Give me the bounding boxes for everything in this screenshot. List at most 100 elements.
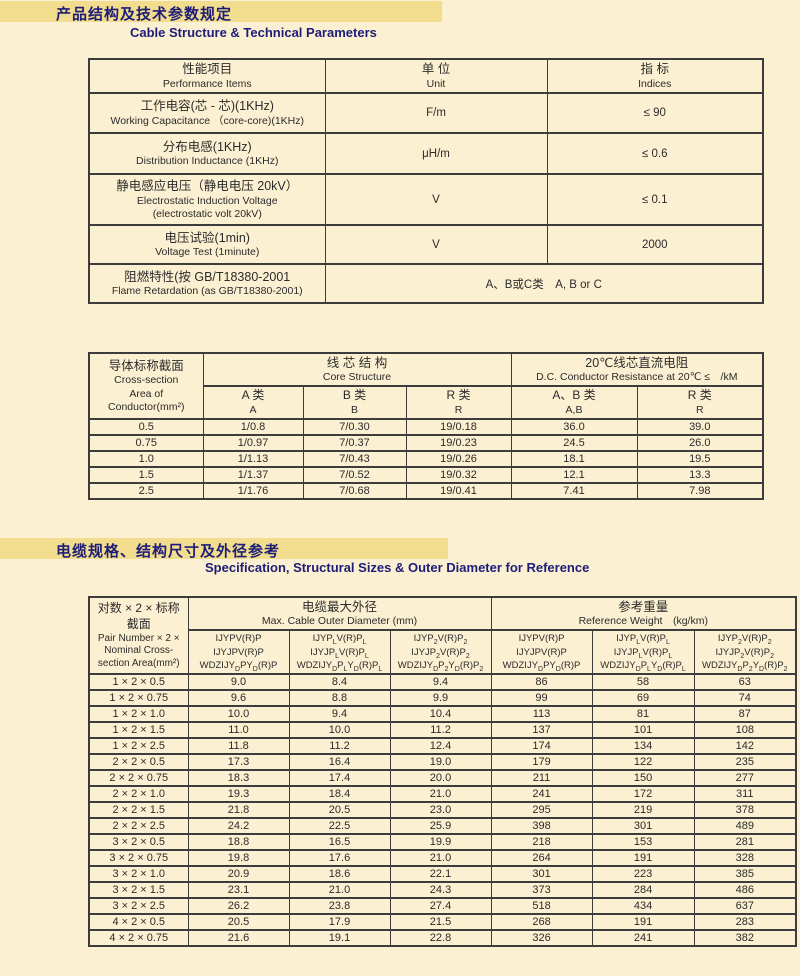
class-ab-resistance-header: A、B 类 A,B <box>510 385 638 421</box>
data-cell: 174 <box>490 737 593 756</box>
data-cell: 122 <box>591 753 695 772</box>
section2-title-en: Specification, Structural Sizes & Outer … <box>205 560 590 575</box>
class-a-header: A 类 A <box>202 385 304 421</box>
data-cell: 12.4 <box>389 737 492 756</box>
data-cell: 328 <box>693 849 797 868</box>
data-cell: 18.6 <box>288 865 391 884</box>
class-r-resistance-header: R 类 R <box>636 385 764 421</box>
data-cell: 281 <box>693 833 797 852</box>
header-zh: 对数 × 2 × 标称截面 <box>97 601 180 631</box>
data-cell: 24.2 <box>187 817 290 836</box>
table-group-header-row: 对数 × 2 × 标称截面 Pair Number × 2 × Nominal … <box>88 595 797 676</box>
data-cell: 9.4 <box>389 673 492 692</box>
data-cell: 385 <box>693 865 797 884</box>
data-cell: 22.1 <box>389 865 492 884</box>
section1-title-en: Cable Structure & Technical Parameters <box>130 25 377 40</box>
data-cell: 74 <box>693 689 797 708</box>
section2-title-zh: 电缆规格、结构尺寸及外径参考 <box>56 543 281 560</box>
table-row: 分布电感(1KHz) Distribution Inductance (1KHz… <box>88 132 764 175</box>
data-cell: 150 <box>591 769 695 788</box>
data-cell: 11.0 <box>187 721 290 740</box>
data-cell: 1/0.97 <box>202 434 304 453</box>
data-cell: 26.2 <box>187 897 290 916</box>
max-outer-diameter-group-header: 电缆最大外径 Max. Cable Outer Diameter (mm) <box>187 595 492 632</box>
row-label-cell: 2.5 <box>88 482 204 501</box>
data-cell: 19/0.23 <box>405 434 512 453</box>
item-en: Working Capacitance （core-core)(1KHz) <box>110 114 305 127</box>
header-en: Unit <box>426 77 446 90</box>
data-cell: 137 <box>490 721 593 740</box>
data-cell: 326 <box>490 929 593 948</box>
data-cell: 223 <box>591 865 695 884</box>
data-cell: 284 <box>591 881 695 900</box>
row-label-cell: 1 × 2 × 0.5 <box>88 673 189 692</box>
table-row: 2 × 2 × 0.75 18.3 17.4 20.0 211 150 277 <box>88 769 797 788</box>
data-cell: 1/1.13 <box>202 450 304 469</box>
cable-code-header: IJYPLV(R)PL IJYJPLV(R)PL WDZIJYDPLYD(R)P… <box>591 629 695 676</box>
cable-code-header: IJYPLV(R)PL IJYJPLV(R)PL WDZIJYDPLYD(R)P… <box>288 629 391 676</box>
item-zh: 电压试验(1min) <box>164 230 250 245</box>
data-cell: 81 <box>591 705 695 724</box>
data-cell: 25.9 <box>389 817 492 836</box>
class-r-header: R 类 R <box>405 385 512 421</box>
data-cell: 113 <box>490 705 593 724</box>
data-cell: 18.1 <box>510 450 638 469</box>
data-cell: 12.1 <box>510 466 638 485</box>
data-cell: 22.5 <box>288 817 391 836</box>
data-cell: 24.5 <box>510 434 638 453</box>
data-cell: 13.3 <box>636 466 764 485</box>
data-cell: 23.1 <box>187 881 290 900</box>
data-cell: 1/0.8 <box>202 418 304 437</box>
header-zh: 性能项目 <box>182 62 233 77</box>
row-label-cell: 1 × 2 × 0.75 <box>88 689 189 708</box>
data-cell: 153 <box>591 833 695 852</box>
unit-cell: F/m <box>324 92 548 134</box>
data-cell: 373 <box>490 881 593 900</box>
data-cell: 311 <box>693 785 797 804</box>
data-cell: 21.0 <box>389 785 492 804</box>
data-cell: 295 <box>490 801 593 820</box>
data-cell: 22.8 <box>389 929 492 948</box>
data-cell: 108 <box>693 721 797 740</box>
data-cell: 9.9 <box>389 689 492 708</box>
data-cell: 69 <box>591 689 695 708</box>
data-cell: 19.1 <box>288 929 391 948</box>
table-row: 1 × 2 × 0.5 9.0 8.4 9.4 86 58 63 <box>88 673 797 692</box>
pair-number-corner-header: 对数 × 2 × 标称截面 Pair Number × 2 × Nominal … <box>88 595 189 676</box>
value-cell: ≤ 0.1 <box>546 173 764 226</box>
data-cell: 17.9 <box>288 913 391 932</box>
data-cell: 277 <box>693 769 797 788</box>
value-cell: ≤ 90 <box>546 92 764 134</box>
data-cell: 235 <box>693 753 797 772</box>
data-cell: 486 <box>693 881 797 900</box>
data-cell: 23.0 <box>389 801 492 820</box>
data-cell: 9.4 <box>288 705 391 724</box>
data-cell: 16.5 <box>288 833 391 852</box>
data-cell: 9.0 <box>187 673 290 692</box>
data-cell: 19.3 <box>187 785 290 804</box>
table-row: 2 × 2 × 1.0 19.3 18.4 21.0 241 172 311 <box>88 785 797 804</box>
value-cell: 2000 <box>546 224 764 265</box>
table-header-row: 性能项目 Performance Items 单 位 Unit 指 标 Indi… <box>88 58 764 94</box>
data-cell: 101 <box>591 721 695 740</box>
data-cell: 19.5 <box>636 450 764 469</box>
data-cell: 301 <box>490 865 593 884</box>
header-zh: 单 位 <box>421 62 451 77</box>
row-label-cell: 3 × 2 × 2.5 <box>88 897 189 916</box>
item-en2: (electrostatic volt 20kV) <box>152 207 262 220</box>
data-cell: 398 <box>490 817 593 836</box>
data-cell: 19.0 <box>389 753 492 772</box>
dc-resistance-group-header: 20℃线芯直流电阻 D.C. Conductor Resistance at 2… <box>510 351 764 388</box>
data-cell: 518 <box>490 897 593 916</box>
data-cell: 11.2 <box>389 721 492 740</box>
header-zh: 导体标称截面 <box>108 359 184 374</box>
table-group-header-row: 导体标称截面 Cross-section Area of Conductor(m… <box>88 351 764 421</box>
data-cell: 23.8 <box>288 897 391 916</box>
data-cell: 86 <box>490 673 593 692</box>
item-en: Distribution Inductance (1KHz) <box>136 155 279 168</box>
row-label-cell: 分布电感(1KHz) Distribution Inductance (1KHz… <box>88 132 326 175</box>
cable-code-header: IJYPV(R)P IJYJPV(R)P WDZIJYDPYD(R)P <box>490 629 593 676</box>
header-zh: 线 芯 结 构 <box>326 356 388 370</box>
header-en: Max. Cable Outer Diameter (mm) <box>261 615 418 628</box>
